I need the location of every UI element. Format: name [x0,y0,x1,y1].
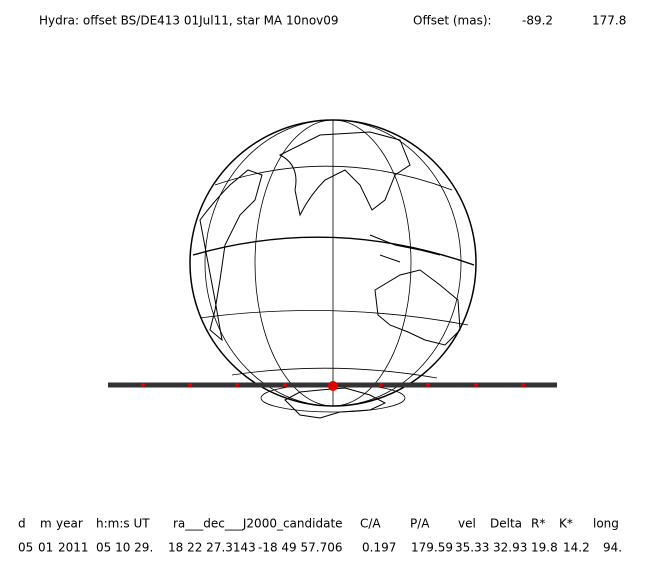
offset-value: 177.8 [592,14,626,28]
time-marker [235,383,239,387]
time-marker [379,383,383,387]
cell: 35.33 [455,541,489,555]
cell: 2011 [58,541,89,555]
column-header: vel [458,517,476,531]
land [284,387,387,419]
column-header: P/A [410,517,430,531]
parallel [231,367,438,379]
time-marker [283,383,287,387]
parallel [214,165,453,191]
cell: 19.8 [531,541,558,555]
time-marker [426,383,430,387]
column-header: m [40,517,52,531]
cell: 05 [18,541,33,555]
column-header: ra___dec___J2000_candidate [173,517,343,531]
column-header: K* [559,517,573,531]
time-marker [521,383,525,387]
equator [192,236,475,266]
column-header: long [593,517,619,531]
cell: 14.2 [563,541,590,555]
cell: -18 49 57.706 [258,541,343,555]
column-header: year [56,517,83,531]
islands [369,234,441,263]
column-header: Delta [490,517,522,531]
table: d m year h:m:s UT ra___dec___J2000_candi… [18,517,622,555]
time-marker [188,383,192,387]
time-markers [141,381,525,391]
cell: 94. [603,541,622,555]
column-header: R* [531,517,545,531]
time-marker [474,383,478,387]
cell: 18 22 27.3143 [168,541,256,555]
column-header: d [18,517,26,531]
land [199,169,263,342]
central-marker [328,381,338,391]
cell: 05 10 29. [96,541,153,555]
offset-label: Offset (mas): [413,14,492,28]
land [278,131,411,217]
offset-value: -89.2 [522,14,553,28]
time-marker [141,383,145,387]
column-header: h:m:s UT [96,517,150,531]
parallel [199,310,469,326]
land [374,269,461,346]
cell: 32.93 [493,541,527,555]
globe [189,119,477,419]
cell: 0.197 [362,541,396,555]
title: Hydra: offset BS/DE413 01Jul11, star MA … [39,14,339,28]
column-header: C/A [360,517,381,531]
cell: 179.59 [411,541,453,555]
cell: 01 [38,541,53,555]
